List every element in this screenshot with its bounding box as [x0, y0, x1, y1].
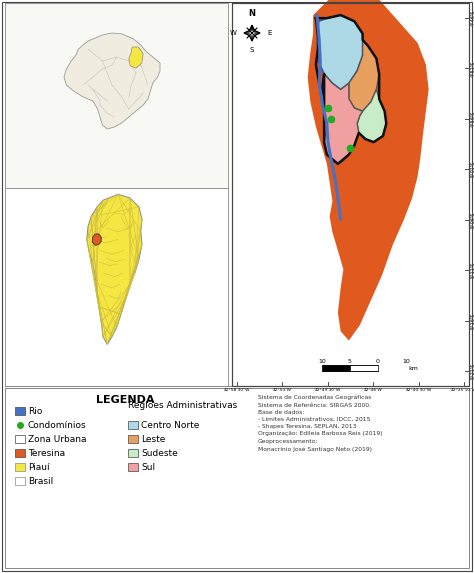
Text: Rio: Rio [28, 406, 42, 415]
Polygon shape [308, 0, 428, 340]
Text: W: W [230, 30, 237, 36]
Polygon shape [321, 74, 363, 164]
Text: Zona Urbana: Zona Urbana [28, 434, 86, 444]
Bar [5, 388, 469, 568]
Bar [128, 421, 138, 429]
Bar [15, 463, 25, 471]
Text: 10: 10 [318, 359, 326, 364]
Text: 5: 5 [348, 359, 352, 364]
Text: E: E [267, 30, 272, 36]
Text: 5°11'S: 5°11'S [471, 262, 474, 278]
Bar [15, 407, 25, 415]
Bar [350, 365, 378, 371]
Text: Teresina: Teresina [28, 449, 65, 457]
Text: 5°16'S: 5°16'S [471, 312, 474, 329]
Text: LEGENDA: LEGENDA [96, 395, 154, 405]
Text: 5°01'S: 5°01'S [471, 161, 474, 178]
Text: Brasil: Brasil [28, 477, 53, 485]
Bar [232, 3, 469, 386]
Text: 42°40'30"W: 42°40'30"W [405, 388, 432, 392]
Text: 0: 0 [376, 359, 380, 364]
Text: 4°51'S: 4°51'S [471, 60, 474, 77]
Text: 42°46'W: 42°46'W [364, 388, 383, 392]
Text: Leste: Leste [141, 434, 165, 444]
Polygon shape [64, 33, 160, 129]
Polygon shape [349, 40, 379, 111]
Text: N: N [248, 9, 255, 18]
Text: 42°53'W: 42°53'W [273, 388, 292, 392]
Text: S: S [250, 47, 254, 53]
Bar [128, 449, 138, 457]
Bar [5, 188, 228, 386]
Text: 42°35'10"W: 42°35'10"W [451, 388, 474, 392]
Text: km: km [408, 367, 418, 371]
Text: 42°49'30"W: 42°49'30"W [315, 388, 341, 392]
Text: 10: 10 [402, 359, 410, 364]
Bar [5, 3, 228, 188]
Bar [15, 449, 25, 457]
Bar [128, 463, 138, 471]
Text: Sul: Sul [141, 462, 155, 472]
Text: Sistema de Coordenadas Geográficas
Sistema de Referência: SIRGAS 2000.
Base de d: Sistema de Coordenadas Geográficas Siste… [258, 395, 383, 452]
Text: Sudeste: Sudeste [141, 449, 178, 457]
Text: 5°06'S: 5°06'S [471, 211, 474, 228]
Text: 4°56'S: 4°56'S [471, 111, 474, 127]
Text: Regiões Administrativas: Regiões Administrativas [128, 402, 237, 410]
Polygon shape [92, 234, 101, 245]
Text: 42°58'30"W: 42°58'30"W [224, 388, 250, 392]
Bar [15, 477, 25, 485]
Polygon shape [357, 89, 386, 142]
Bar [322, 365, 350, 371]
Text: Piauí: Piauí [28, 462, 50, 472]
Text: Centro Norte: Centro Norte [141, 421, 200, 430]
Text: Condomínios: Condomínios [28, 421, 87, 430]
Text: 4°46'S: 4°46'S [471, 10, 474, 26]
Bar [15, 435, 25, 443]
Bar [232, 3, 469, 386]
Polygon shape [87, 194, 142, 344]
Polygon shape [317, 15, 363, 89]
Text: 5°21'S: 5°21'S [471, 363, 474, 379]
Bar [128, 435, 138, 443]
Polygon shape [129, 47, 143, 68]
